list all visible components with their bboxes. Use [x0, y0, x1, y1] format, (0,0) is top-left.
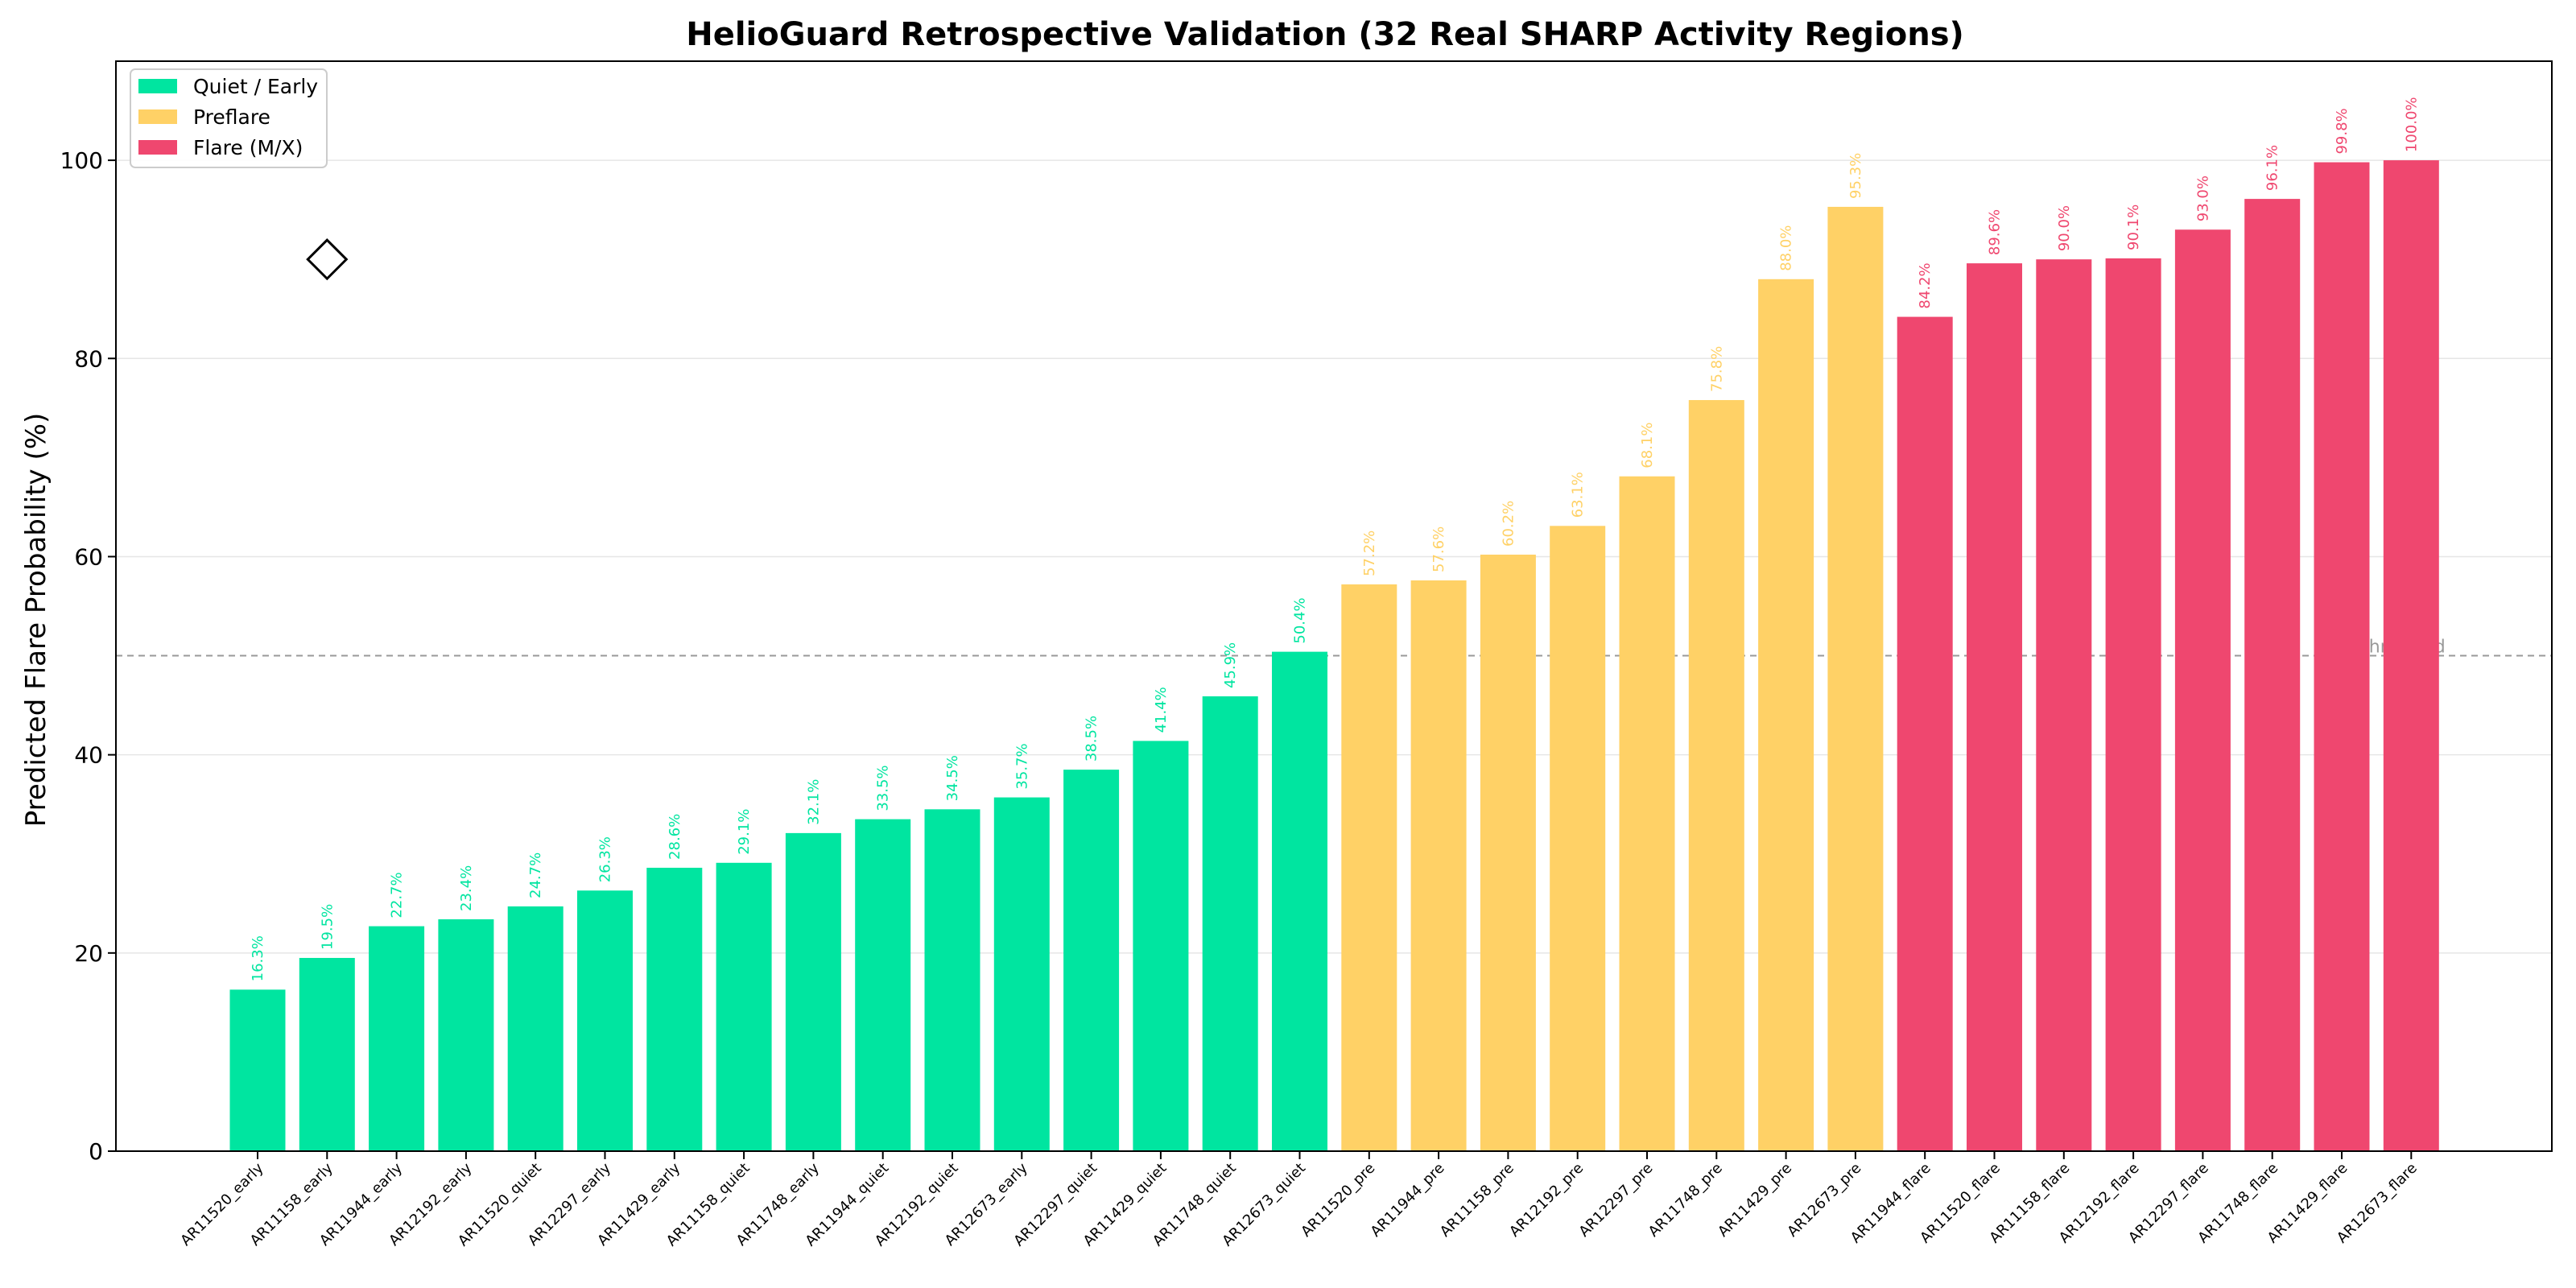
data-label-AR11944_pre: 57.6%: [1430, 526, 1447, 572]
data-label-AR12673_pre: 95.3%: [1847, 153, 1864, 199]
bar-AR11429_early: [646, 867, 703, 1151]
bar-AR12673_quiet: [1272, 651, 1327, 1151]
data-label-AR11429_quiet: 41.4%: [1153, 687, 1170, 733]
bar-AR11429_pre: [1758, 279, 1814, 1151]
y-tick-label-80: 80: [74, 345, 103, 372]
bars: [229, 160, 2439, 1152]
bar-AR11158_flare: [2036, 259, 2092, 1151]
data-label-AR11748_early: 32.1%: [805, 779, 822, 825]
legend-swatch-flare: [138, 140, 177, 155]
y-axis-label: Predicted Flare Probability (%): [20, 413, 52, 828]
data-label-AR12192_early: 23.4%: [458, 865, 475, 911]
bar-AR11520_early: [229, 989, 286, 1151]
marker-group: [306, 238, 349, 281]
legend-swatch-quiet: [138, 79, 177, 93]
y-tick-label-100: 100: [60, 147, 103, 174]
data-label-AR11158_pre: 60.2%: [1500, 501, 1517, 547]
data-label-AR11520_pre: 57.2%: [1361, 530, 1378, 576]
data-label-AR12297_quiet: 38.5%: [1084, 716, 1100, 762]
bar-AR11944_quiet: [855, 819, 911, 1151]
bar-AR12673_early: [993, 797, 1050, 1151]
bar-AR11520_pre: [1341, 584, 1397, 1151]
data-label-AR11520_flare: 89.6%: [1987, 209, 2004, 255]
data-label-AR12297_early: 26.3%: [597, 836, 614, 882]
data-label-AR11944_quiet: 33.5%: [875, 765, 892, 811]
bar-AR11748_flare: [2244, 199, 2301, 1152]
diamond-marker: [306, 238, 349, 281]
data-label-AR11944_flare: 84.2%: [1917, 262, 1934, 308]
bar-AR12673_pre: [1827, 206, 1884, 1152]
data-label-AR11158_flare: 90.0%: [2056, 205, 2073, 251]
plot-frame: [115, 60, 2553, 1152]
data-label-AR11944_early: 22.7%: [389, 872, 406, 918]
bar-AR12673_flare: [2383, 160, 2439, 1151]
data-label-AR11748_pre: 75.8%: [1708, 346, 1725, 392]
data-label-AR12192_quiet: 34.5%: [944, 755, 961, 801]
y-ticks: 0 20 40 60 80 100: [60, 147, 116, 1165]
bar-AR12192_pre: [1550, 526, 1606, 1151]
bar-AR12297_pre: [1619, 476, 1675, 1151]
data-label-AR11748_flare: 96.1%: [2264, 145, 2281, 191]
legend-box: [130, 68, 328, 168]
bar-AR11748_pre: [1688, 399, 1744, 1151]
data-label-AR12192_pre: 63.1%: [1570, 472, 1587, 518]
data-label-AR11429_pre: 88.0%: [1778, 225, 1795, 271]
bar-AR12297_early: [577, 890, 633, 1151]
data-label-AR12297_flare: 93.0%: [2194, 175, 2211, 221]
bar-AR11520_quiet: [507, 906, 564, 1151]
data-label-AR11158_early: 19.5%: [319, 904, 336, 950]
data-label-AR11748_quiet: 45.9%: [1222, 642, 1239, 688]
data-label-AR11429_flare: 99.8%: [2334, 108, 2351, 154]
y-tick-label-20: 20: [74, 940, 103, 967]
legend-label-flare: Flare (M/X): [193, 136, 303, 159]
bar-AR11158_early: [299, 957, 355, 1151]
data-label-AR12673_flare: 100.0%: [2403, 97, 2420, 152]
legend-swatch-preflare: [138, 109, 177, 124]
data-label-AR11158_quiet: 29.1%: [736, 809, 753, 855]
data-label-AR12673_early: 35.7%: [1013, 743, 1030, 789]
bar-AR12192_early: [438, 919, 494, 1151]
data-label-AR12673_quiet: 50.4%: [1292, 597, 1309, 643]
bar-AR11944_pre: [1410, 580, 1467, 1151]
data-labels: 16.3% 19.5% 22.7% 23.4% 24.7% 26.3% 28.6% 29.1%…: [250, 97, 2420, 981]
y-tick-label-60: 60: [74, 543, 103, 570]
bar-AR11158_pre: [1480, 554, 1536, 1151]
data-label-AR12192_flare: 90.1%: [2125, 204, 2142, 250]
legend: Quiet / Early Preflare Flare (M/X): [130, 68, 328, 168]
chart-title: HelioGuard Retrospective Validation (32 …: [686, 16, 1964, 53]
bar-AR11429_quiet: [1133, 741, 1189, 1151]
bar-AR11748_quiet: [1202, 696, 1258, 1151]
legend-label-preflare: Preflare: [193, 105, 270, 129]
bar-AR12297_flare: [2174, 229, 2231, 1152]
y-tick-label-40: 40: [74, 742, 103, 769]
bar-AR12192_flare: [2105, 258, 2161, 1151]
data-label-AR11520_quiet: 24.7%: [527, 852, 544, 898]
x-ticks: AR11520_earlyAR11158_earlyAR11944_earlyA…: [177, 1151, 2421, 1249]
bar-AR11429_flare: [2314, 162, 2370, 1151]
bar-AR12297_quiet: [1063, 770, 1120, 1151]
data-label-AR11520_early: 16.3%: [250, 935, 266, 981]
bar-AR11158_quiet: [716, 862, 772, 1151]
data-label-AR11429_early: 28.6%: [667, 814, 683, 860]
bar-AR12192_quiet: [924, 809, 980, 1151]
legend-label-quiet: Quiet / Early: [193, 75, 318, 98]
bar-AR11748_early: [785, 832, 841, 1151]
data-label-AR12297_pre: 68.1%: [1639, 423, 1656, 469]
y-tick-label-0: 0: [89, 1138, 103, 1165]
bar-AR11520_flare: [1967, 263, 2022, 1151]
bar-AR11944_early: [369, 926, 425, 1151]
bar-AR11944_flare: [1897, 316, 1953, 1151]
